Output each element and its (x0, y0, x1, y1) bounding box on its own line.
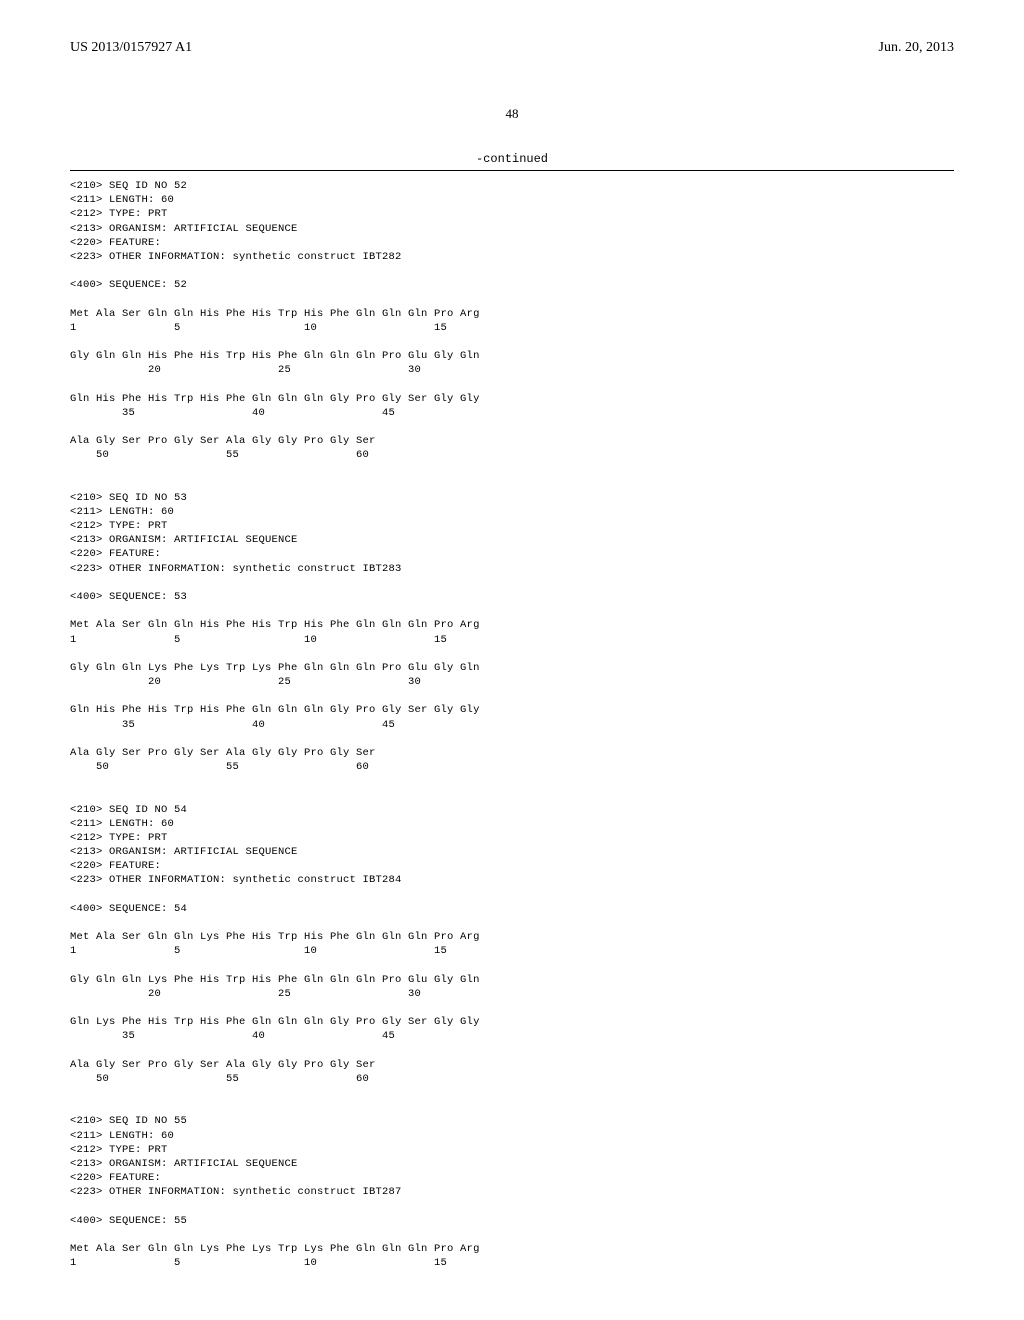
page-header: US 2013/0157927 A1 Jun. 20, 2013 (70, 40, 954, 56)
sequence-listing: <210> SEQ ID NO 52 <211> LENGTH: 60 <212… (70, 179, 954, 1284)
publication-date: Jun. 20, 2013 (879, 40, 954, 56)
publication-number: US 2013/0157927 A1 (70, 40, 192, 56)
continued-label: -continued (70, 152, 954, 166)
page: US 2013/0157927 A1 Jun. 20, 2013 48 -con… (0, 0, 1024, 1320)
divider (70, 170, 954, 171)
page-number: 48 (70, 106, 954, 122)
